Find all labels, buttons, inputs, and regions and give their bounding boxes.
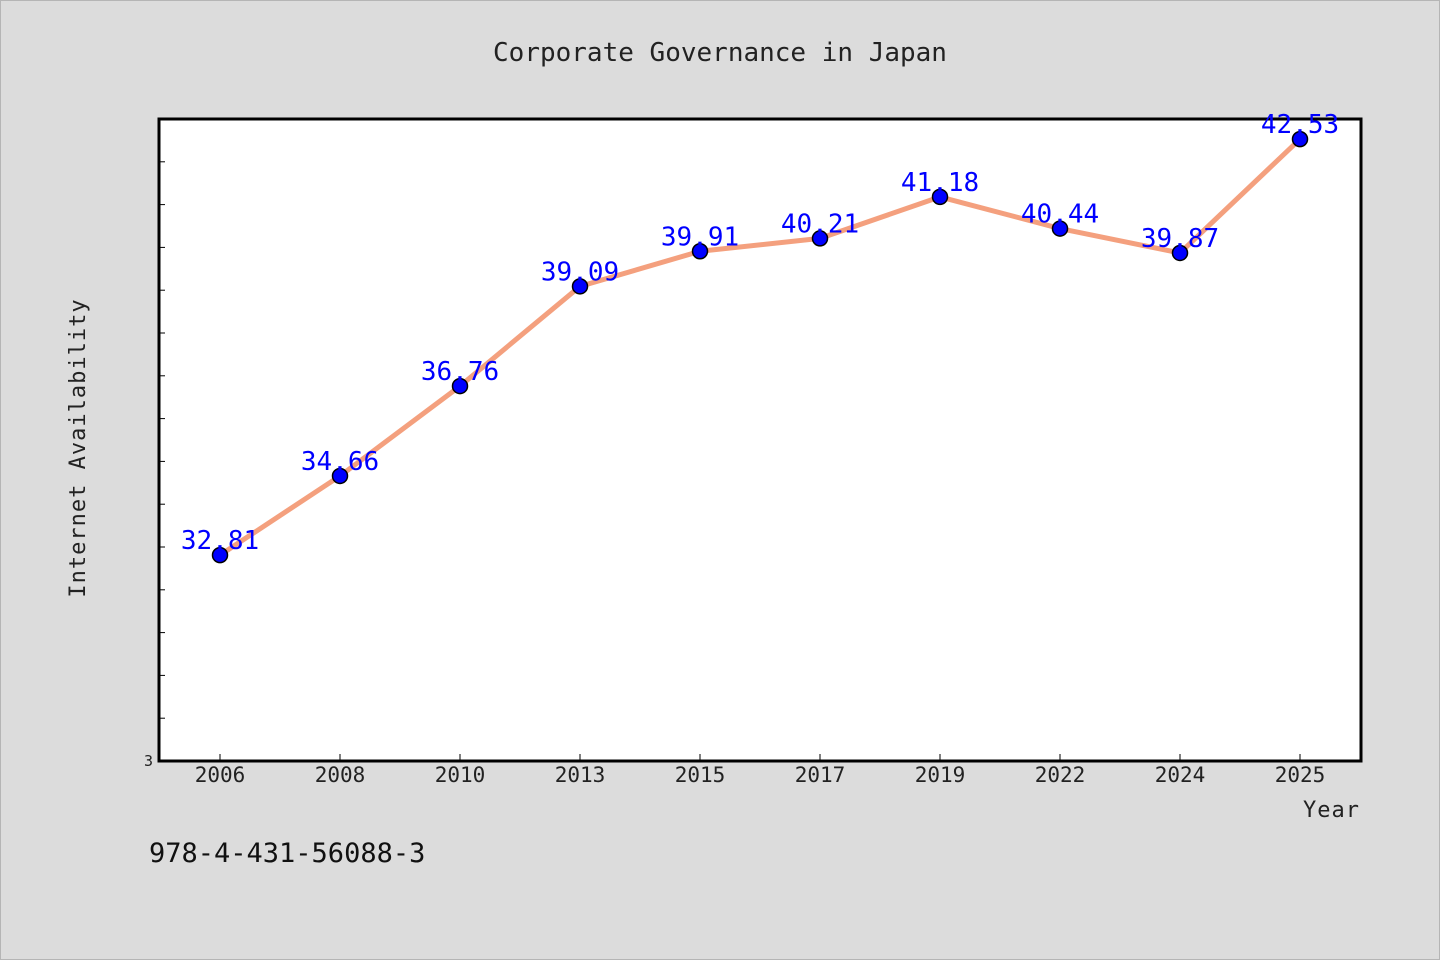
y-axis-ticks bbox=[159, 161, 165, 719]
data-label: 34.66 bbox=[301, 447, 379, 477]
data-point bbox=[331, 467, 349, 485]
data-label: 39.87 bbox=[1141, 224, 1219, 254]
data-label: 40.44 bbox=[1021, 200, 1099, 230]
x-tick-label: 2015 bbox=[675, 763, 726, 787]
data-point bbox=[931, 188, 949, 206]
data-label: 41.18 bbox=[901, 168, 979, 198]
data-point bbox=[1291, 130, 1309, 148]
data-label: 36.76 bbox=[421, 357, 499, 387]
x-tick-label: 2010 bbox=[435, 763, 486, 787]
x-tick-label: 2017 bbox=[795, 763, 846, 787]
x-axis-ticks: 2006 2008 2010 2013 2015 2017 2019 2022 2024 2025 bbox=[195, 754, 1326, 787]
isbn-text: 978-4-431-56088-3 bbox=[149, 838, 425, 869]
data-label: 40.21 bbox=[781, 209, 859, 239]
chart-title: Corporate Governance in Japan bbox=[493, 38, 947, 68]
data-point bbox=[811, 230, 829, 247]
x-tick-label: 2025 bbox=[1275, 763, 1326, 787]
x-tick-label: 2008 bbox=[315, 763, 366, 787]
data-point bbox=[571, 278, 589, 295]
data-point bbox=[211, 546, 229, 564]
series-layer: 32.81 34.66 36.76 39.09 39.91 40.21 41.18 40.44… bbox=[181, 110, 1339, 564]
x-tick-label: 2006 bbox=[195, 763, 246, 787]
data-label: 39.09 bbox=[541, 257, 619, 287]
data-point bbox=[1051, 220, 1069, 237]
x-tick-label: 2024 bbox=[1155, 763, 1206, 787]
data-label: 39.91 bbox=[661, 222, 739, 252]
data-label: 32.81 bbox=[181, 526, 259, 556]
data-label: 42.53 bbox=[1261, 110, 1339, 140]
data-point bbox=[691, 243, 709, 260]
plot-area bbox=[157, 117, 1363, 763]
x-tick-label: 2019 bbox=[915, 763, 966, 787]
y-tick-label: 3 bbox=[144, 752, 153, 770]
y-axis-label: Internet Availability bbox=[66, 298, 91, 597]
x-tick-label: 2013 bbox=[555, 763, 606, 787]
x-tick-label: 2022 bbox=[1035, 763, 1086, 787]
data-point bbox=[451, 377, 469, 395]
x-axis-label: Year bbox=[1303, 798, 1360, 823]
series-line bbox=[217, 136, 1303, 558]
data-point bbox=[1171, 244, 1189, 262]
